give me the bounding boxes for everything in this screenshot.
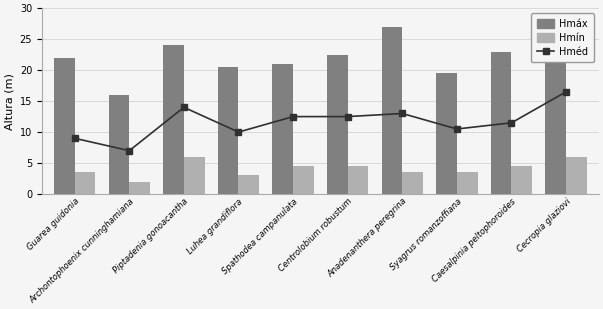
Bar [327, 55, 348, 194]
Bar [273, 64, 293, 194]
Bar [184, 157, 204, 194]
Bar [491, 52, 511, 194]
Bar [511, 166, 532, 194]
Bar [54, 58, 75, 194]
Bar [348, 166, 368, 194]
Y-axis label: Altura (m): Altura (m) [4, 73, 14, 129]
Bar [75, 172, 95, 194]
Bar [436, 73, 457, 194]
Bar [218, 67, 239, 194]
Bar [129, 182, 150, 194]
Bar [402, 172, 423, 194]
Bar [293, 166, 314, 194]
Bar [545, 45, 566, 194]
Bar [163, 45, 184, 194]
Legend: Hmáx, Hmín, Hméd: Hmáx, Hmín, Hméd [531, 13, 594, 62]
Bar [457, 172, 478, 194]
Bar [239, 176, 259, 194]
Bar [109, 95, 129, 194]
Bar [382, 27, 402, 194]
Bar [566, 157, 587, 194]
